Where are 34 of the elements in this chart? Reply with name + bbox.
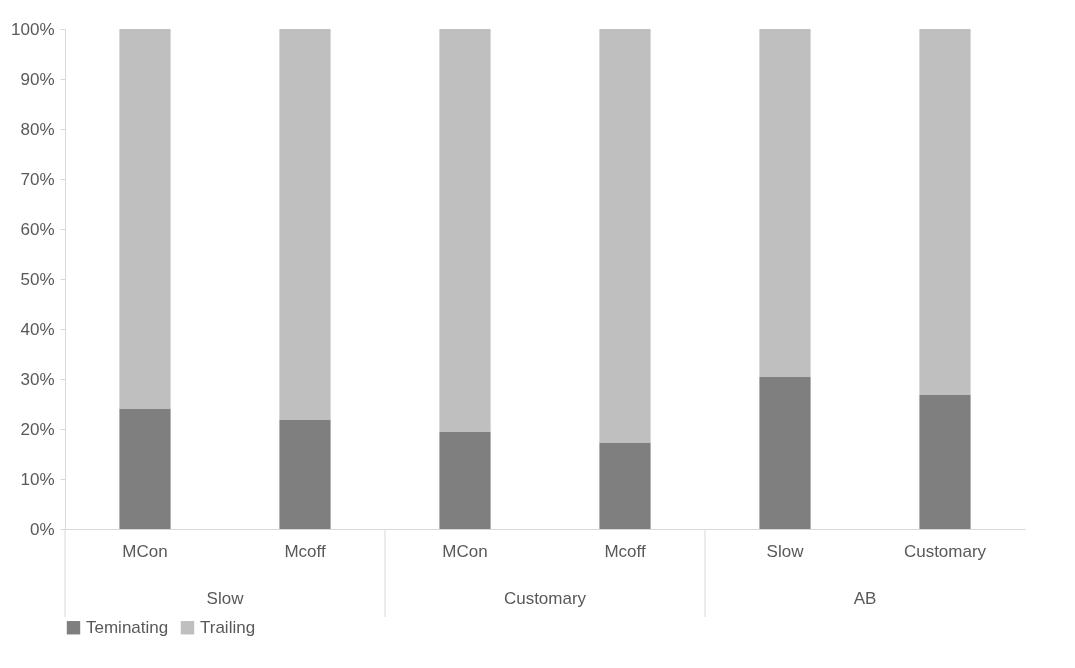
bar [119,408,171,529]
text: AB [853,589,877,608]
y-tick-label: 50% [20,269,55,289]
y-tick-label: 0% [29,519,55,539]
x-tick-label: MCon [122,541,168,561]
x-tick-label: Mcoff [284,541,326,561]
x-tick-label: Slow [766,541,805,561]
y-tick-label: 10% [20,469,55,489]
bar [599,29,651,443]
legend-label: Teminating [86,617,169,637]
bar [759,377,811,529]
bar [919,395,971,529]
text: Customary [503,589,587,608]
y-tick-label: 60% [20,219,55,239]
y-tick-label: 80% [20,119,55,139]
y-tick-label: 20% [20,419,55,439]
x-tick-label: Mcoff [604,541,646,561]
x-tick-label: MCon [442,541,488,561]
x-tick-label: Customary [903,541,987,561]
bar [439,29,491,432]
bar [599,442,651,529]
bar [279,29,331,420]
bar [119,29,171,409]
y-tick-label: 100% [11,19,55,39]
bar [759,29,811,377]
bar [279,419,331,529]
text: Slow [206,589,245,608]
bar [919,29,971,395]
y-tick-label: 30% [20,369,55,389]
bar [439,431,491,529]
y-tick-label: 70% [20,169,55,189]
y-tick-label: 40% [20,319,55,339]
y-tick-label: 90% [20,69,55,89]
legend-label: Trailing [200,617,256,637]
